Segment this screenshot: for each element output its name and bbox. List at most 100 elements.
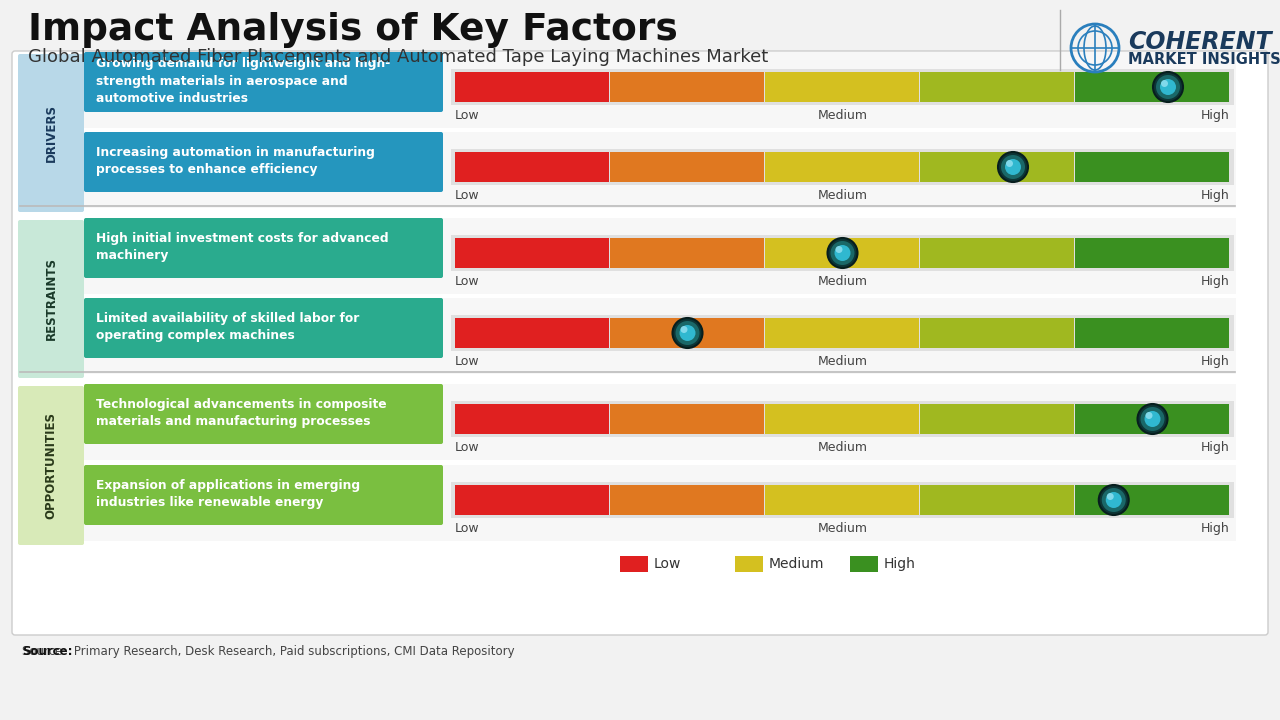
Text: Medium: Medium [818,441,868,454]
FancyBboxPatch shape [765,72,919,102]
Text: Growing demand for lightweight and high-
strength materials in aerospace and
aut: Growing demand for lightweight and high-… [96,58,390,104]
FancyBboxPatch shape [1075,485,1229,515]
FancyBboxPatch shape [451,482,1234,518]
Circle shape [1153,72,1183,102]
FancyBboxPatch shape [84,52,1236,128]
FancyBboxPatch shape [84,218,1236,294]
Text: DRIVERS: DRIVERS [45,104,58,162]
FancyBboxPatch shape [611,485,764,515]
FancyBboxPatch shape [84,298,443,358]
Circle shape [1146,412,1152,419]
Circle shape [1144,411,1161,427]
Circle shape [827,238,858,268]
FancyBboxPatch shape [84,465,1236,541]
Text: Medium: Medium [769,557,824,571]
Circle shape [1102,488,1125,512]
FancyBboxPatch shape [1075,152,1229,182]
FancyBboxPatch shape [18,54,84,212]
FancyBboxPatch shape [454,72,609,102]
FancyBboxPatch shape [451,235,1234,271]
FancyBboxPatch shape [84,132,443,192]
Circle shape [1006,160,1012,167]
Text: Source:: Source: [22,645,73,658]
Circle shape [1140,407,1165,431]
Text: Impact Analysis of Key Factors: Impact Analysis of Key Factors [28,12,677,48]
Circle shape [1161,80,1169,87]
FancyBboxPatch shape [451,69,1234,105]
FancyBboxPatch shape [1075,72,1229,102]
Circle shape [836,246,842,253]
FancyBboxPatch shape [18,220,84,378]
FancyBboxPatch shape [1075,318,1229,348]
Text: OPPORTUNITIES: OPPORTUNITIES [45,412,58,519]
FancyBboxPatch shape [1075,404,1229,434]
Text: High: High [1201,275,1230,288]
Circle shape [1156,75,1180,99]
FancyBboxPatch shape [84,218,443,278]
Text: RESTRAINTS: RESTRAINTS [45,258,58,341]
Circle shape [831,241,855,265]
FancyBboxPatch shape [735,556,763,572]
FancyBboxPatch shape [765,318,919,348]
FancyBboxPatch shape [611,318,764,348]
FancyBboxPatch shape [451,149,1234,185]
Text: Low: Low [454,189,480,202]
Text: Low: Low [654,557,681,571]
FancyBboxPatch shape [84,384,443,444]
Text: Medium: Medium [818,189,868,202]
FancyBboxPatch shape [454,404,609,434]
FancyBboxPatch shape [920,152,1074,182]
Text: Increasing automation in manufacturing
processes to enhance efficiency: Increasing automation in manufacturing p… [96,146,375,176]
Text: High initial investment costs for advanced
machinery: High initial investment costs for advanc… [96,232,389,262]
FancyBboxPatch shape [850,556,878,572]
Circle shape [1107,493,1114,500]
Text: Low: Low [454,355,480,368]
FancyBboxPatch shape [84,384,1236,460]
Circle shape [1106,492,1121,508]
Circle shape [1160,79,1176,95]
Text: High: High [884,557,916,571]
FancyBboxPatch shape [84,465,443,525]
FancyBboxPatch shape [454,152,609,182]
Text: Low: Low [454,275,480,288]
FancyBboxPatch shape [611,238,764,268]
FancyBboxPatch shape [920,238,1074,268]
Text: Medium: Medium [818,275,868,288]
Text: Global Automated Fiber Placements and Automated Tape Laying Machines Market: Global Automated Fiber Placements and Au… [28,48,768,66]
Circle shape [1098,485,1129,515]
Text: Medium: Medium [818,522,868,535]
Text: High: High [1201,441,1230,454]
FancyBboxPatch shape [611,72,764,102]
Text: Low: Low [454,441,480,454]
FancyBboxPatch shape [18,386,84,545]
Text: Low: Low [454,109,480,122]
Text: Low: Low [454,522,480,535]
FancyBboxPatch shape [920,404,1074,434]
Circle shape [1001,155,1025,179]
FancyBboxPatch shape [84,298,1236,374]
FancyBboxPatch shape [454,238,609,268]
FancyBboxPatch shape [765,485,919,515]
FancyBboxPatch shape [451,315,1234,351]
FancyBboxPatch shape [920,485,1074,515]
Text: High: High [1201,522,1230,535]
Text: Source:  Primary Research, Desk Research, Paid subscriptions, CMI Data Repositor: Source: Primary Research, Desk Research,… [22,645,515,658]
FancyBboxPatch shape [920,72,1074,102]
Text: High: High [1201,355,1230,368]
Text: Expansion of applications in emerging
industries like renewable energy: Expansion of applications in emerging in… [96,479,360,509]
Text: High: High [1201,109,1230,122]
FancyBboxPatch shape [611,152,764,182]
FancyBboxPatch shape [12,51,1268,635]
Circle shape [835,245,850,261]
FancyBboxPatch shape [611,404,764,434]
FancyBboxPatch shape [765,152,919,182]
FancyBboxPatch shape [1075,238,1229,268]
Circle shape [680,325,695,341]
Text: Medium: Medium [818,109,868,122]
Text: COHERENT: COHERENT [1128,30,1271,54]
FancyBboxPatch shape [765,238,919,268]
Circle shape [676,321,699,345]
Circle shape [681,326,687,333]
Text: Medium: Medium [818,355,868,368]
FancyBboxPatch shape [84,52,443,112]
